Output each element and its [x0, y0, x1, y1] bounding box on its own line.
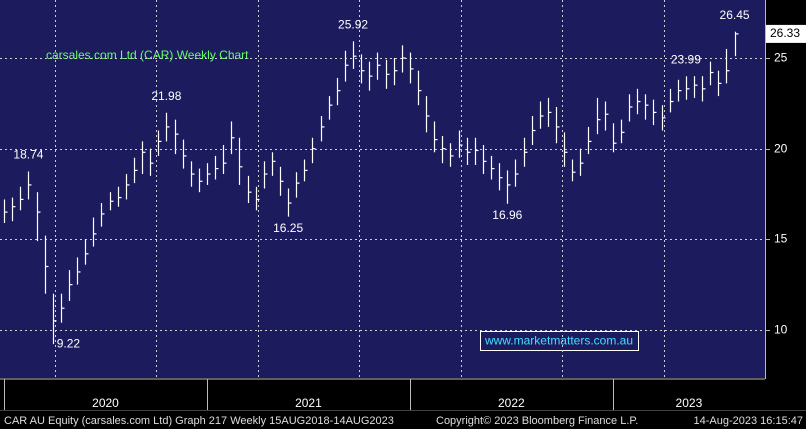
watermark-box [480, 331, 639, 351]
footer-timestamp: 14-Aug-2023 16:15:47 [694, 415, 803, 427]
y-tick-label: 15 [774, 232, 788, 246]
y-tick-label: 20 [774, 142, 788, 156]
y-tick-label: 10 [774, 323, 788, 337]
chart-title: carsales.com Ltd (CAR) Weekly Chart [46, 48, 249, 62]
plot-area [0, 0, 765, 378]
footer-copyright: Copyright© 2023 Bloomberg Finance L.P. [436, 415, 638, 427]
annotation: 26.45 [720, 8, 750, 22]
x-tick-label: 2020 [92, 396, 119, 410]
annotation: 25.92 [338, 18, 368, 32]
annotation: 16.25 [273, 221, 303, 235]
annotation: 9.22 [57, 336, 81, 350]
y-tick-label: 25 [774, 51, 788, 65]
x-tick-label: 2021 [295, 396, 322, 410]
annotation: 21.98 [151, 89, 181, 103]
footer-left: CAR AU Equity (carsales.com Ltd) Graph 2… [4, 415, 394, 427]
annotation: 16.96 [492, 208, 522, 222]
annotation: 18.74 [13, 148, 43, 162]
last-value-label: 26.33 [770, 26, 800, 40]
annotation: 23.99 [671, 52, 701, 66]
x-tick-label: 2022 [498, 396, 525, 410]
last-value-box [766, 24, 806, 43]
watermark: www.marketmatters.com.au [484, 334, 633, 348]
x-tick-label: 2023 [676, 396, 703, 410]
